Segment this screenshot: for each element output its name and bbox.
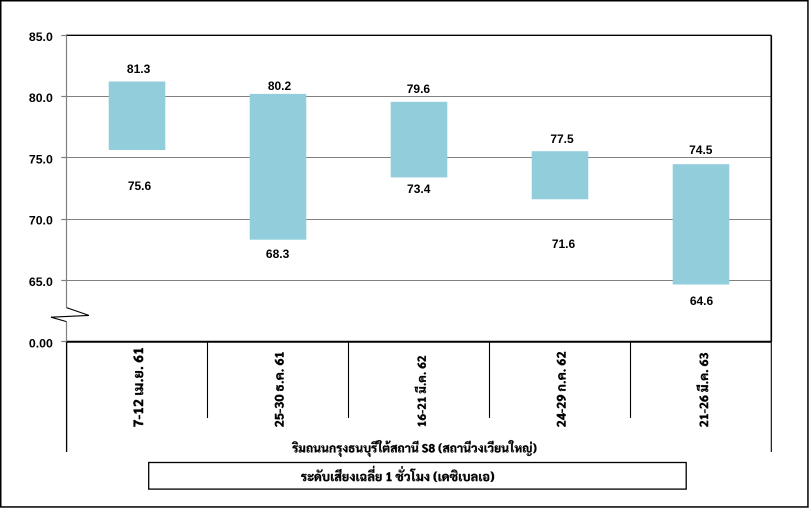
svg-text:74.5: 74.5: [689, 143, 713, 157]
svg-text:71.6: 71.6: [552, 237, 576, 251]
svg-text:70.0: 70.0: [29, 214, 53, 228]
svg-text:77.5: 77.5: [550, 132, 574, 146]
svg-text:80.0: 80.0: [29, 91, 53, 105]
svg-text:0.00: 0.00: [29, 336, 53, 350]
svg-text:75.0: 75.0: [29, 152, 53, 166]
svg-text:68.3: 68.3: [266, 247, 290, 261]
svg-text:80.2: 80.2: [268, 79, 292, 93]
svg-text:73.4: 73.4: [407, 182, 431, 196]
svg-text:85.0: 85.0: [29, 30, 53, 44]
svg-text:75.6: 75.6: [128, 179, 152, 193]
svg-text:64.6: 64.6: [690, 294, 714, 308]
svg-text:81.3: 81.3: [127, 62, 151, 76]
svg-text:79.6: 79.6: [407, 82, 431, 96]
svg-text:65.0: 65.0: [29, 275, 53, 289]
